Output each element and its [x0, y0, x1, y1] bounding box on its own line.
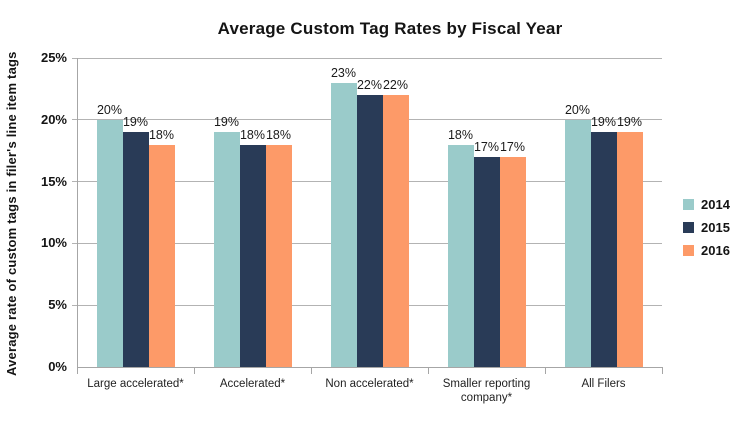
y-tick-label: 10% [40, 235, 67, 251]
legend-label: 2016 [701, 242, 730, 258]
bar-value-label: 18% [265, 127, 292, 142]
bar-value-label: 19% [590, 115, 617, 130]
bar-2015 [356, 95, 383, 367]
x-axis-tick [545, 367, 546, 374]
x-axis-tick [77, 367, 78, 374]
bar-2015 [473, 156, 500, 367]
x-category-label: All Filers [581, 378, 626, 390]
bar-2014 [213, 132, 240, 367]
bar-value-label: 17% [473, 139, 500, 154]
legend-swatch-2015 [683, 221, 694, 233]
bar-value-label: 20% [96, 102, 123, 117]
bar-2015 [590, 132, 617, 367]
bar-value-label: 18% [148, 127, 175, 142]
y-axis-line [77, 58, 78, 367]
bar-2014 [564, 119, 591, 367]
bar-value-label: 17% [499, 139, 526, 154]
x-category-label: Large accelerated* [87, 378, 184, 390]
legend-item: 2016 [683, 242, 730, 258]
bar-2016 [499, 156, 526, 367]
x-axis-tick [662, 367, 663, 374]
y-tick-label: 5% [48, 297, 67, 313]
bar-value-label: 19% [616, 115, 643, 130]
bar-value-label: 22% [382, 78, 409, 93]
y-tick-label: 15% [40, 173, 67, 189]
legend-item: 2014 [683, 196, 730, 212]
y-tick-label: 20% [40, 111, 67, 127]
bar-value-label: 19% [122, 115, 149, 130]
legend-item: 2015 [683, 219, 730, 235]
y-tick-label: 0% [48, 359, 67, 374]
x-category-label: Smaller reporting company* [442, 378, 531, 404]
x-category-label: Accelerated* [219, 378, 286, 390]
gridline [72, 57, 662, 59]
chart-title: Average Custom Tag Rates by Fiscal Year [217, 19, 563, 38]
legend-swatch-2016 [683, 244, 694, 256]
bar-2016 [616, 132, 643, 367]
legend: 2014 2015 2016 [683, 196, 730, 267]
plot-area: 0% 5% 10% 15% 20% 25% 20% 19% 18% Large accelerat… [41, 50, 663, 404]
bar-2014 [330, 82, 357, 367]
bar-value-label: 23% [330, 65, 357, 80]
x-axis-tick [311, 367, 312, 374]
bar-value-label: 20% [564, 102, 591, 117]
x-axis-tick [194, 367, 195, 374]
y-tick-label: 25% [40, 50, 67, 65]
bar-2016 [382, 95, 409, 367]
x-category-label: Non accelerated* [325, 378, 414, 390]
bar-value-label: 22% [356, 78, 383, 93]
bar-2014 [447, 144, 474, 367]
bar-2016 [148, 144, 175, 367]
bar-2015 [239, 144, 266, 367]
legend-label: 2014 [701, 196, 730, 212]
bar-2016 [265, 144, 292, 367]
legend-swatch-2014 [683, 198, 694, 210]
y-axis-title: Average rate of custom tags in filer's l… [4, 51, 19, 377]
bar-value-label: 18% [447, 127, 474, 142]
bar-value-label: 19% [213, 115, 240, 130]
bar-2015 [122, 132, 149, 367]
bar-value-label: 18% [239, 127, 266, 142]
bar-2014 [96, 119, 123, 367]
x-axis-line [77, 367, 662, 368]
legend-label: 2015 [701, 219, 730, 235]
x-axis-tick [428, 367, 429, 374]
